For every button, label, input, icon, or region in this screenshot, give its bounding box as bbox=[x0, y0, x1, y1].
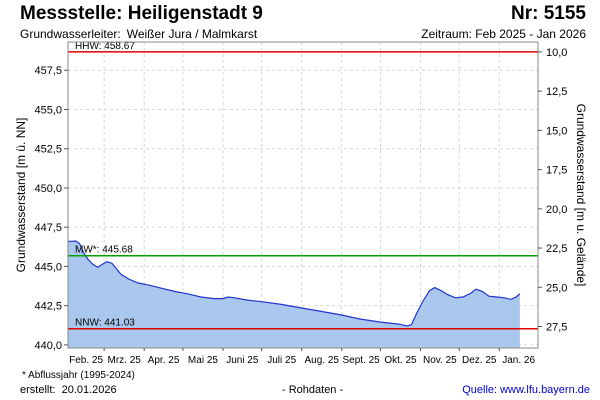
reference-lines: HHW: 458.67 MW*: 445.68 NNW: 441.03 bbox=[68, 41, 538, 330]
x-tick-label: Aug. 25 bbox=[304, 355, 339, 366]
aquifer-info: Grundwasserleiter: Weißer Jura / Malmkars… bbox=[20, 27, 257, 41]
y-right-tick-label: 10,0 bbox=[546, 47, 567, 59]
x-tick-label: Juli 25 bbox=[267, 355, 296, 366]
x-tick-label: Juni 25 bbox=[226, 355, 259, 366]
reference-line-label: MW*: 445.68 bbox=[75, 245, 133, 256]
y-right-tick-label: 15,0 bbox=[546, 125, 567, 137]
aquifer-value: Weißer Jura / Malmkarst bbox=[126, 27, 258, 41]
x-tick-label: Sept. 25 bbox=[342, 355, 380, 366]
series-line bbox=[68, 240, 521, 327]
station-number: Nr: 5155 bbox=[511, 3, 586, 24]
y-right-tick-label: 17,5 bbox=[546, 165, 567, 177]
x-tick-label: Apr. 25 bbox=[148, 355, 180, 366]
y-right-tick-label: 27,5 bbox=[546, 322, 567, 334]
created-label: erstellt: bbox=[20, 384, 56, 396]
aquifer-label: Grundwasserleiter: bbox=[20, 27, 121, 41]
created-date: 20.01.2026 bbox=[61, 384, 117, 396]
raw-data-note: - Rohdaten - bbox=[282, 384, 344, 396]
reference-line-label: NNW: 441.03 bbox=[75, 318, 135, 329]
plot-frame bbox=[67, 41, 539, 349]
x-tick-label: Mrz. 25 bbox=[107, 355, 141, 366]
y-tick-label: 442,5 bbox=[34, 301, 62, 313]
y-tick-label: 450,0 bbox=[34, 183, 62, 195]
y-tick-label: 452,5 bbox=[34, 144, 62, 156]
y-axis-label-right: Grundwasserstand [m u. Gelände] bbox=[574, 104, 588, 287]
y-axis-label-left: Grundwasserstand [m ü. NN] bbox=[14, 118, 28, 273]
source-link[interactable]: Quelle: www.lfu.bayern.de bbox=[462, 384, 590, 396]
footnote: * Abflussjahr (1995-2024) bbox=[22, 370, 135, 381]
reference-line-label: HHW: 458.67 bbox=[75, 41, 135, 52]
x-tick-label: Jan. 26 bbox=[502, 355, 535, 366]
series-area bbox=[68, 241, 520, 348]
y-tick-label: 447,5 bbox=[34, 222, 62, 234]
y-tick-label: 457,5 bbox=[34, 65, 62, 77]
y-right-tick-label: 22,5 bbox=[546, 243, 567, 255]
x-tick-label: Feb. 25 bbox=[69, 355, 103, 366]
y-right-tick-label: 25,0 bbox=[546, 282, 567, 294]
axes: 440,0 442,5 445,0 447,5 450,0 452,5 455,0 457,5… bbox=[34, 47, 567, 366]
x-tick-label: Dez. 25 bbox=[462, 355, 497, 366]
station-title: Messstelle: Heiligenstadt 9 bbox=[20, 3, 263, 24]
x-tick-label: Okt. 25 bbox=[384, 355, 417, 366]
created-info: erstellt: 20.01.2026 bbox=[20, 384, 117, 396]
y-tick-label: 445,0 bbox=[34, 261, 62, 273]
x-tick-label: Nov. 25 bbox=[423, 355, 457, 366]
y-tick-label: 455,0 bbox=[34, 104, 62, 116]
period-label: Zeitraum: Feb 2025 - Jan 2026 bbox=[421, 27, 586, 41]
y-right-tick-label: 20,0 bbox=[546, 204, 567, 216]
y-tick-label: 440,0 bbox=[34, 340, 62, 352]
series-layer bbox=[68, 240, 521, 348]
y-right-tick-label: 12,5 bbox=[546, 86, 567, 98]
x-tick-label: Mai 25 bbox=[188, 355, 218, 366]
